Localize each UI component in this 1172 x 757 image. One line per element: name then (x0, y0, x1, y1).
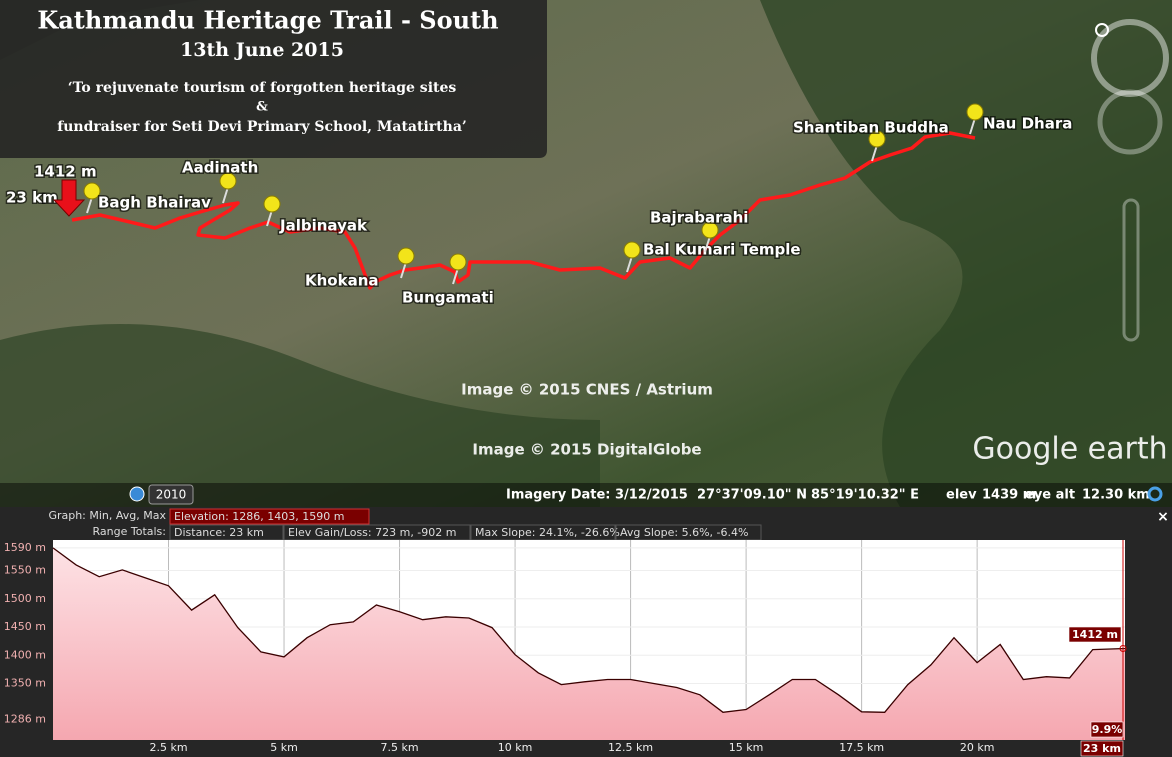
avg-slope: Avg Slope: 5.6%, -6.4% (620, 526, 748, 539)
x-tick-label: 10 km (498, 741, 533, 754)
move-control[interactable] (1097, 89, 1163, 155)
title: Kathmandu Heritage Trail - South (37, 6, 498, 35)
place-label[interactable]: Nau Dhara (982, 113, 1074, 134)
end-distance: 23 km (1083, 742, 1121, 755)
pin-needle (86, 196, 93, 214)
subtitle: & (256, 100, 268, 115)
pin-needle (704, 235, 711, 253)
x-tick-label: 20 km (960, 741, 995, 754)
x-tick-label: 15 km (729, 741, 764, 754)
subtitle: fundraiser for Seti Devi Primary School,… (57, 119, 467, 135)
pin-needle (400, 261, 407, 279)
pushpin[interactable] (868, 130, 886, 148)
place-label[interactable]: Bagh Bhairav (97, 192, 213, 213)
pin-needle (969, 117, 976, 135)
place-label[interactable]: Bungamati (401, 287, 496, 308)
pushpin[interactable] (263, 195, 281, 213)
x-tick-label: 5 km (270, 741, 298, 754)
elev-label: elev (946, 488, 977, 503)
pin-needle (222, 186, 229, 204)
pushpin[interactable] (623, 241, 641, 259)
pushpin[interactable] (397, 247, 415, 265)
pin-needle (626, 255, 633, 273)
credit: Image © 2015 CNES / Astrium (461, 381, 713, 399)
range-label: Range Totals: (93, 525, 167, 538)
x-tick-label: 12.5 km (608, 741, 653, 754)
place-label[interactable]: Shantiban Buddha (792, 117, 951, 138)
logo: Google earth (972, 432, 1167, 467)
end-elevation-box (1068, 626, 1122, 643)
close-button[interactable]: × (1157, 509, 1169, 525)
latitude: 27°37'09.10" N (697, 488, 807, 503)
look-control[interactable] (1091, 19, 1169, 97)
place-label[interactable]: Khokana (304, 270, 381, 291)
y-tick-label: 1550 m (4, 564, 46, 577)
year-button[interactable] (148, 484, 194, 505)
eye-alt-label: eye alt (1025, 488, 1075, 503)
gain-loss: Elev Gain/Loss: 723 m, -902 m (288, 526, 457, 539)
y-tick-label: 1286 m (4, 713, 46, 726)
clock-icon[interactable] (129, 486, 145, 502)
pushpin[interactable] (966, 103, 984, 121)
longitude: 85°19'10.32" E (811, 488, 919, 503)
position-arrow (52, 179, 86, 217)
ridge (0, 324, 600, 507)
place-label[interactable]: Bal Kumari Temple (642, 239, 803, 260)
end-distance-box (1080, 740, 1124, 757)
date: 13th June 2015 (180, 39, 344, 61)
y-tick-label: 1590 m (4, 541, 46, 554)
y-tick-label: 1500 m (4, 592, 46, 605)
place-label[interactable]: Aadinath (181, 157, 260, 178)
pushpin[interactable] (701, 221, 719, 239)
y-tick-label: 1400 m (4, 648, 46, 661)
x-tick-label: 17.5 km (839, 741, 884, 754)
graph-label: Graph: Min, Avg, Max (48, 509, 166, 522)
elev: 1439 m (982, 488, 1036, 503)
subtitle: ‘To rejuvenate tourism of forgotten heri… (68, 80, 457, 96)
elevation-summary: Elevation: 1286, 1403, 1590 m (174, 510, 344, 523)
historical-year[interactable]: 2010 (156, 488, 187, 502)
title-box (0, 0, 547, 158)
eye-alt: 12.30 km (1082, 488, 1150, 503)
route (71, 131, 976, 290)
start-elevation: 1412 m (34, 163, 97, 181)
cursor-dot (1119, 644, 1127, 652)
imagery-date: Imagery Date: 3/12/2015 (506, 488, 688, 503)
end-slope: 9.9% (1092, 723, 1123, 736)
x-tick-label: 2.5 km (149, 741, 187, 754)
pushpin[interactable] (449, 253, 467, 271)
x-tick-label: 7.5 km (381, 741, 419, 754)
streaming-indicator (1147, 486, 1163, 502)
pin-needle (266, 209, 273, 227)
credit: Image © 2015 DigitalGlobe (472, 441, 701, 459)
place-label[interactable]: Bajrabarahi (649, 207, 750, 228)
end-slope-box (1090, 721, 1124, 738)
pushpin[interactable] (83, 182, 101, 200)
max-slope: Max Slope: 24.1%, -26.6% (475, 526, 620, 539)
pin-needle (871, 144, 878, 162)
distance: Distance: 23 km (174, 526, 264, 539)
zoom-slider[interactable] (1122, 198, 1140, 342)
pin-needle (452, 267, 459, 285)
mountains (760, 0, 1172, 507)
elevation-area (53, 547, 1125, 740)
pushpin[interactable] (219, 172, 237, 190)
start-distance: 23 km (6, 189, 58, 207)
elevation-line (52, 547, 1126, 713)
end-elevation: 1412 m (1072, 628, 1118, 641)
status-bar (0, 483, 1172, 507)
place-label[interactable]: Jalbinayak (278, 215, 370, 236)
y-tick-label: 1450 m (4, 620, 46, 633)
north-button[interactable] (1095, 23, 1109, 37)
elevation-box (169, 508, 370, 525)
y-tick-label: 1350 m (4, 677, 46, 690)
